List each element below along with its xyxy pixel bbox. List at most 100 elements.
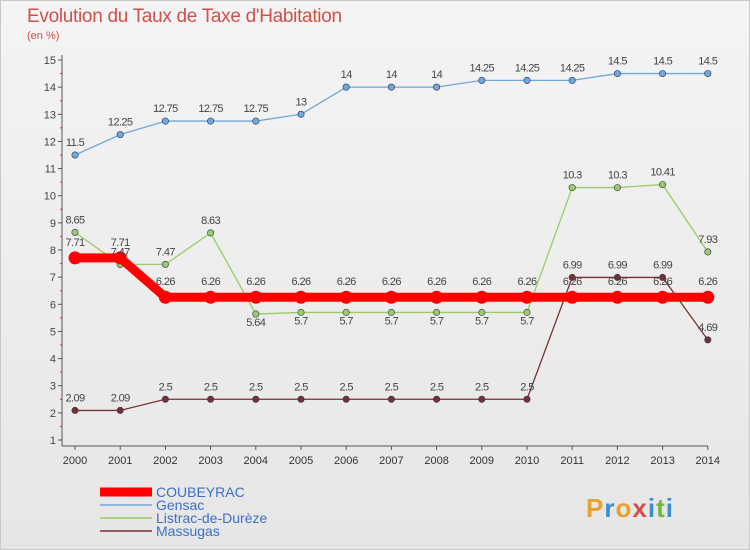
data-label: 6.99 xyxy=(608,259,627,271)
data-label: 12.75 xyxy=(153,103,178,115)
data-label: 5.7 xyxy=(385,315,399,327)
y-tick-label: 4 xyxy=(50,354,56,366)
x-tick-label: 2007 xyxy=(379,455,403,467)
data-label: 14.5 xyxy=(608,56,627,68)
data-point xyxy=(523,395,531,403)
logo-letter: x xyxy=(632,493,648,523)
data-point xyxy=(71,151,79,159)
data-label: 6.26 xyxy=(698,276,717,288)
data-label: 6.26 xyxy=(472,276,491,288)
data-point xyxy=(249,290,263,304)
y-tick-label: 15 xyxy=(44,55,56,67)
legend-label: COUBEYRAC xyxy=(156,484,245,500)
y-tick-label: 10 xyxy=(44,191,56,203)
data-label: 6.26 xyxy=(608,276,627,288)
data-point xyxy=(478,308,486,316)
data-label: 2.5 xyxy=(159,381,173,393)
y-tick-label: 13 xyxy=(44,109,56,121)
x-tick-label: 2013 xyxy=(650,455,674,467)
data-point xyxy=(158,290,172,304)
data-point xyxy=(610,290,624,304)
data-point xyxy=(656,290,670,304)
data-point xyxy=(252,310,260,318)
data-label: 6.26 xyxy=(246,276,265,288)
data-point xyxy=(613,273,621,281)
data-point xyxy=(342,308,350,316)
data-label: 5.7 xyxy=(475,315,489,327)
legend-label: Listrac-de-Durèze xyxy=(156,510,267,526)
data-label: 13 xyxy=(295,96,307,108)
data-point xyxy=(387,308,395,316)
data-point xyxy=(523,308,531,316)
data-label: 14 xyxy=(431,69,443,81)
data-point xyxy=(704,248,712,256)
data-point xyxy=(252,117,260,125)
data-point xyxy=(478,76,486,84)
data-point xyxy=(71,228,79,236)
data-label: 14 xyxy=(341,69,353,81)
logo-letter: i xyxy=(647,493,657,523)
data-label: 10.3 xyxy=(608,170,627,182)
data-label: 8.63 xyxy=(201,215,220,227)
chart-title: Evolution du Taux de Taxe d'Habitation xyxy=(27,6,342,27)
data-label: 6.26 xyxy=(156,276,175,288)
legend-label: Gensac xyxy=(156,497,204,513)
data-point xyxy=(523,76,531,84)
data-label: 6.26 xyxy=(427,276,446,288)
data-label: 8.65 xyxy=(65,214,84,226)
data-label: 11.5 xyxy=(66,137,85,149)
data-point xyxy=(204,290,218,304)
x-tick-label: 2003 xyxy=(198,455,222,467)
data-label: 7.71 xyxy=(111,237,130,249)
data-point xyxy=(116,131,124,139)
x-tick-label: 2010 xyxy=(515,455,539,467)
data-point xyxy=(207,395,215,403)
data-label: 2.5 xyxy=(339,381,353,393)
data-label: 14.5 xyxy=(653,56,672,68)
y-tick-label: 5 xyxy=(50,326,56,338)
data-point xyxy=(113,251,127,265)
x-tick-label: 2008 xyxy=(424,455,448,467)
x-tick-label: 2012 xyxy=(605,455,629,467)
data-point xyxy=(568,184,576,192)
data-label: 4.69 xyxy=(698,322,717,334)
x-tick-label: 2014 xyxy=(696,455,720,467)
data-point xyxy=(568,273,576,281)
data-label: 6.26 xyxy=(382,276,401,288)
logo-letter: o xyxy=(615,493,633,523)
data-point xyxy=(565,290,579,304)
data-point xyxy=(475,290,489,304)
data-point xyxy=(701,290,715,304)
data-point xyxy=(704,336,712,344)
data-label: 12.25 xyxy=(108,117,133,129)
data-label: 7.71 xyxy=(65,237,84,249)
data-point xyxy=(161,117,169,125)
chart-subtitle: (en %) xyxy=(27,30,60,42)
data-point xyxy=(613,184,621,192)
data-label: 2.5 xyxy=(294,381,308,393)
data-point xyxy=(342,83,350,91)
data-point xyxy=(433,395,441,403)
data-point xyxy=(659,181,667,189)
logo-letter: P xyxy=(586,493,605,523)
data-label: 10.41 xyxy=(650,167,675,179)
data-label: 12.75 xyxy=(198,103,223,115)
y-tick-label: 7 xyxy=(50,272,56,284)
data-point xyxy=(71,406,79,414)
y-tick-label: 14 xyxy=(44,82,56,94)
data-point xyxy=(430,290,444,304)
data-point xyxy=(161,260,169,268)
data-point xyxy=(297,308,305,316)
y-tick-label: 2 xyxy=(50,408,56,420)
data-label: 6.26 xyxy=(337,276,356,288)
data-label: 2.5 xyxy=(204,381,218,393)
data-point xyxy=(387,395,395,403)
x-tick-label: 2004 xyxy=(244,455,268,467)
logo-letter: i xyxy=(665,493,674,523)
data-point xyxy=(342,395,350,403)
data-label: 6.26 xyxy=(291,276,310,288)
data-point xyxy=(520,290,534,304)
y-tick-label: 8 xyxy=(50,245,56,257)
x-tick-label: 2011 xyxy=(560,455,584,467)
